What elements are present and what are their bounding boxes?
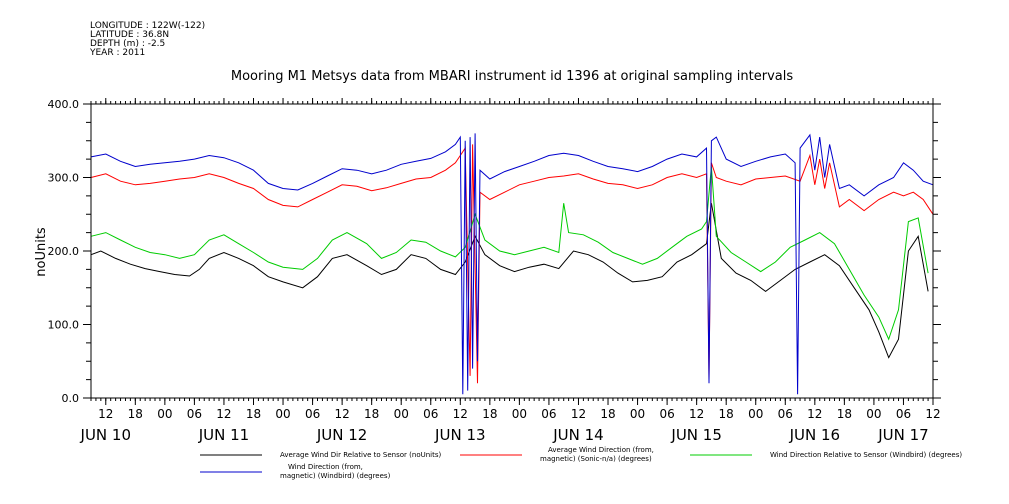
chart-title: Mooring M1 Metsys data from MBARI instru… (231, 69, 793, 84)
x-day-label: JUN 16 (789, 426, 840, 444)
x-day-label: JUN 13 (434, 426, 485, 444)
x-day-label: JUN 15 (670, 426, 721, 444)
x-tick-label: 06 (423, 407, 438, 421)
x-tick-label: 12 (216, 407, 231, 421)
series-line-1 (90, 203, 929, 359)
x-tick-label: 18 (246, 407, 261, 421)
x-tick-label: 00 (275, 407, 290, 421)
x-tick-label: 06 (541, 407, 556, 421)
series-line-3 (90, 166, 929, 341)
depth-label: DEPTH (m) : -2.5 (90, 39, 166, 49)
x-tick-label: 18 (128, 407, 143, 421)
x-tick-label: 06 (187, 407, 202, 421)
series-line-4 (90, 133, 934, 395)
x-tick-label: 00 (512, 407, 527, 421)
legend-label-2: Average Wind Direction (from, (548, 446, 654, 454)
y-tick-label: 400.0 (48, 98, 80, 111)
x-tick-label: 18 (837, 407, 852, 421)
x-tick-label: 18 (600, 407, 615, 421)
x-tick-label: 00 (157, 407, 172, 421)
y-tick-label: 300.0 (48, 172, 80, 185)
series-group (90, 133, 934, 395)
legend-label-4: Wind Direction (from, (288, 463, 363, 471)
latitude-label: LATITUDE : 36.8N (90, 30, 170, 40)
y-tick-label: 100.0 (48, 319, 80, 332)
x-tick-label: 12 (334, 407, 349, 421)
year-label: YEAR : 2011 (90, 48, 146, 58)
x-tick-label: 06 (896, 407, 911, 421)
x-tick-label: 12 (807, 407, 822, 421)
y-tick-label: 200.0 (48, 245, 80, 258)
x-day-label: JUN 10 (80, 426, 131, 444)
x-tick-label: 06 (305, 407, 320, 421)
x-tick-label: 00 (866, 407, 881, 421)
legend-label-3: Wind Direction Relative to Sensor (Windb… (770, 451, 962, 459)
x-day-label: JUN 17 (877, 426, 928, 444)
x-tick-label: 06 (778, 407, 793, 421)
y-tick-label: 0.0 (62, 392, 80, 405)
legend-label-2-line2: magnetic) (Sonic-n/a) (degrees) (540, 455, 652, 463)
x-tick-label: 18 (364, 407, 379, 421)
x-tick-label: 00 (394, 407, 409, 421)
legend-label-4-line2: magnetic) (Windbird) (degrees) (280, 472, 391, 480)
y-axis-label: noUnits (34, 227, 49, 277)
legend-label-1: Average Wind Dir Relative to Sensor (noU… (280, 451, 441, 459)
x-tick-label: 12 (453, 407, 468, 421)
x-tick-label: 00 (748, 407, 763, 421)
x-tick-label: 12 (925, 407, 940, 421)
x-tick-label: 12 (98, 407, 113, 421)
series-line-2 (90, 144, 934, 384)
x-tick-label: 12 (571, 407, 586, 421)
x-tick-label: 06 (659, 407, 674, 421)
x-tick-label: 18 (482, 407, 497, 421)
x-day-label: JUN 11 (198, 426, 249, 444)
legend: Average Wind Dir Relative to Sensor (noU… (200, 446, 962, 480)
x-tick-label: 18 (719, 407, 734, 421)
longitude-label: LONGITUDE : 122W(-122) (90, 21, 206, 31)
x-tick-label: 00 (630, 407, 645, 421)
x-tick-label: 12 (689, 407, 704, 421)
x-day-label: JUN 14 (552, 426, 603, 444)
x-day-label: JUN 12 (316, 426, 367, 444)
axis-ticks: 12 18 00 06 12 18 00 06 12 18 00 06 12 18 00 06 12 18 00 06… (48, 98, 941, 444)
plot-frame (90, 103, 934, 399)
